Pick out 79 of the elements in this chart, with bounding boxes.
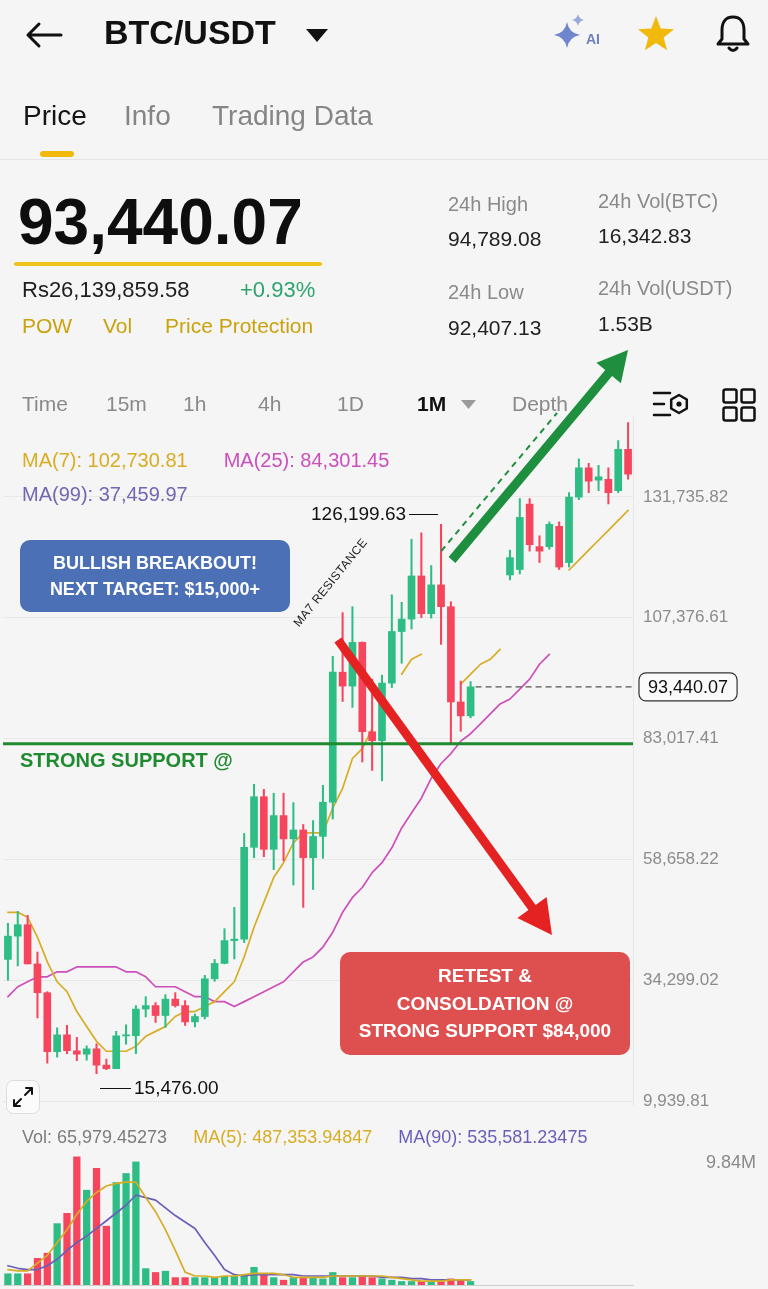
bar xyxy=(398,1281,406,1285)
bar xyxy=(53,1223,61,1285)
bar xyxy=(83,1189,91,1285)
text: 4h xyxy=(258,391,282,417)
text: Price xyxy=(23,99,87,133)
text: 9.84M xyxy=(706,1152,757,1174)
text: 24h Vol(USDT) xyxy=(598,276,733,300)
annotation: 15,476.00 xyxy=(134,1077,219,1100)
y-tick-label: 58,658.22 xyxy=(643,849,719,869)
bar xyxy=(378,1278,386,1285)
bar xyxy=(4,1273,12,1285)
y-tick-label: 107,376.61 xyxy=(643,607,729,627)
bar xyxy=(388,1279,396,1285)
bar xyxy=(73,1156,81,1285)
text: 1h xyxy=(183,391,207,417)
ref-line-label: STRONG SUPPORT @ xyxy=(20,749,233,772)
text: Info xyxy=(124,99,171,133)
text: 92,407.13 xyxy=(448,315,542,341)
bar xyxy=(181,1277,189,1285)
bar xyxy=(368,1277,376,1285)
text: 24h High xyxy=(448,192,529,216)
annotation: 126,199.63 xyxy=(311,503,407,526)
chart-title: BTC/USDT xyxy=(104,12,276,53)
bar xyxy=(151,1272,160,1285)
text: +0.93% xyxy=(240,277,316,304)
bar xyxy=(23,1273,32,1285)
annotation: BULLISH BREAKBOUT! NEXT TARGET: $15,000+ xyxy=(48,552,262,602)
bar xyxy=(201,1277,209,1285)
bar xyxy=(279,1279,288,1285)
legend-label: MA(99): 37,459.97 xyxy=(22,482,188,506)
annotation: RETEST & CONSOLDATION @ STRONG SUPPORT $84,000 xyxy=(357,964,613,1044)
bar xyxy=(63,1213,71,1285)
text: 1D xyxy=(337,391,364,417)
bar xyxy=(191,1277,199,1285)
text: MA(7): 102,730.81 xyxy=(22,448,188,472)
bar xyxy=(132,1161,140,1285)
bar xyxy=(102,1225,110,1285)
bar xyxy=(270,1277,278,1285)
text: Rs26,139,859.58 xyxy=(22,277,190,304)
text: MA(5): 487,353.94847 xyxy=(193,1127,373,1149)
text: MA(90): 535,581.23475 xyxy=(398,1127,588,1149)
callout: RETEST & CONSOLDATION @ STRONG SUPPORT $84,000 xyxy=(340,952,630,1055)
text: 15m xyxy=(106,391,147,417)
text: MA(25): 84,301.45 xyxy=(223,448,390,472)
text: Time xyxy=(22,391,68,417)
text: 24h Vol(BTC) xyxy=(598,189,719,213)
bar xyxy=(161,1270,170,1285)
callout: BULLISH BREAKBOUT! NEXT TARGET: $15,000+ xyxy=(20,540,290,613)
text: 94,789.08 xyxy=(448,226,542,252)
text: 16,342.83 xyxy=(598,223,692,249)
text: POW xyxy=(22,313,73,339)
bar xyxy=(260,1274,268,1285)
bar xyxy=(171,1277,179,1285)
text: Trading Data xyxy=(212,99,373,133)
text: AI xyxy=(586,31,600,48)
text: Depth xyxy=(512,391,569,417)
text: Vol xyxy=(103,313,133,339)
text: 1M xyxy=(417,391,447,417)
text: Price Protection xyxy=(165,313,314,339)
text: Vol: 65,979.45273 xyxy=(22,1127,168,1149)
y-tick-label: 9,939.81 xyxy=(643,1090,710,1110)
bar xyxy=(407,1281,416,1285)
text: 24h Low xyxy=(448,280,524,304)
bar xyxy=(348,1277,357,1285)
bar xyxy=(338,1277,347,1285)
bar xyxy=(112,1182,120,1285)
bar xyxy=(14,1273,22,1285)
candlestick xyxy=(73,1037,81,1061)
text: 1.53B xyxy=(598,311,653,337)
bar xyxy=(142,1268,150,1285)
y-tick-label: 83,017.41 xyxy=(643,728,719,748)
bar xyxy=(122,1173,130,1285)
bar xyxy=(466,1281,475,1285)
y-tick-label: 34,299.02 xyxy=(643,969,719,989)
text: 93,440.07 xyxy=(18,185,303,260)
bar xyxy=(319,1278,327,1285)
ref-line-label: 93,440.07 xyxy=(648,676,729,697)
y-tick-label: 131,735.82 xyxy=(643,486,729,506)
bar xyxy=(92,1168,101,1285)
